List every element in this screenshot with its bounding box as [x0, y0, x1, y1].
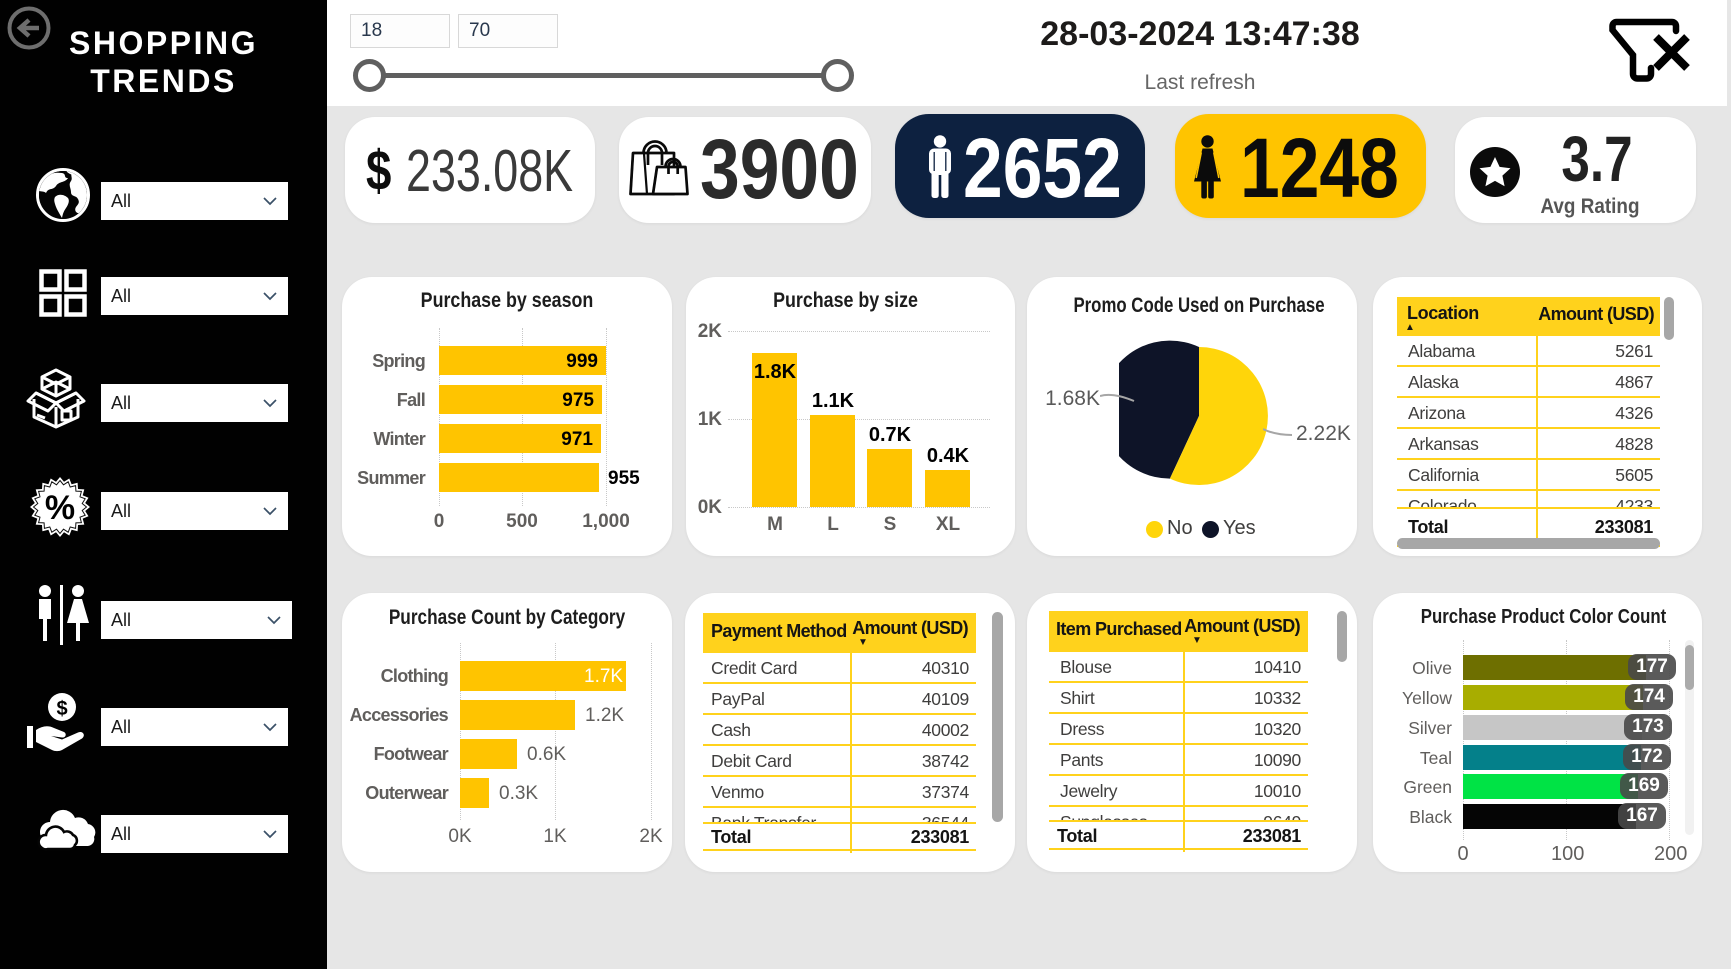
svg-text:$: $ [56, 698, 67, 720]
svg-text:%: % [45, 489, 75, 527]
